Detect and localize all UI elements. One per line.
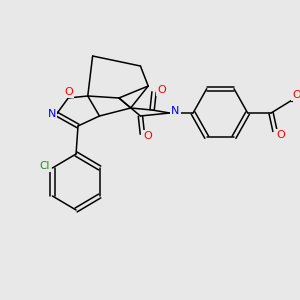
Text: O: O	[144, 131, 153, 141]
Text: O: O	[292, 90, 300, 100]
Text: N: N	[47, 109, 56, 119]
Text: O: O	[64, 87, 73, 97]
Text: Cl: Cl	[39, 161, 50, 171]
Text: N: N	[171, 106, 180, 116]
Text: O: O	[158, 85, 166, 95]
Text: O: O	[276, 130, 285, 140]
